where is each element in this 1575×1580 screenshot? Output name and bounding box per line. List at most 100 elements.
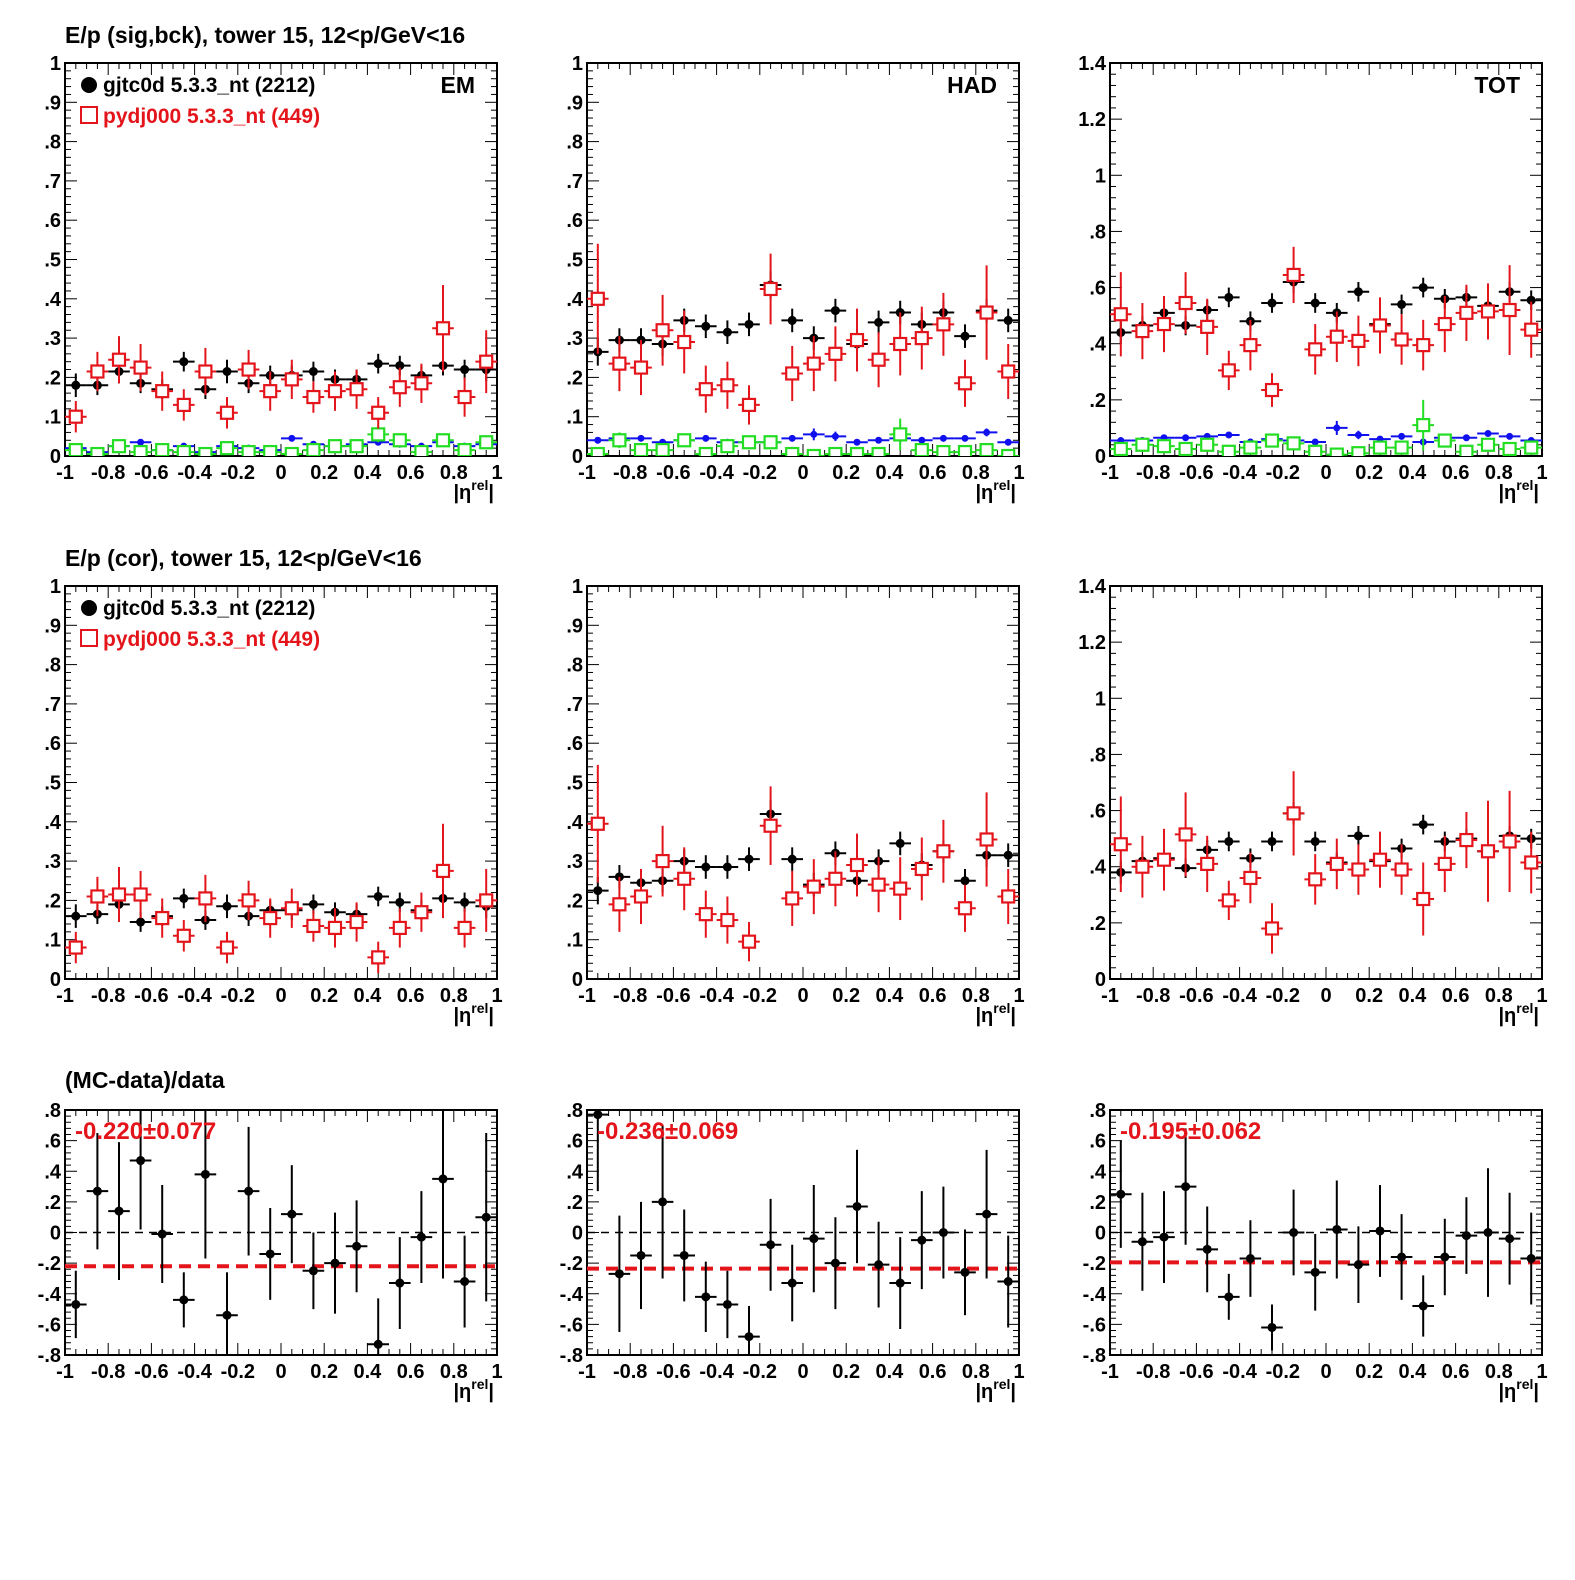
- data-point: [1116, 1189, 1126, 1199]
- x-tick-label: -0.6: [1179, 462, 1213, 484]
- data-point: [1418, 820, 1428, 830]
- data-point: [830, 306, 840, 316]
- data-point: [741, 435, 757, 450]
- x-tick-label: 0: [275, 1361, 286, 1383]
- data-point: [701, 321, 711, 331]
- y-tick-label: .1: [44, 407, 61, 429]
- data-point: [979, 443, 994, 456]
- data-point: [222, 367, 232, 377]
- panel-tot-ratio: -1 -0.8 -0.6 -0.4 -0.2 0 0.2 0.4 0.6 0.8 1-.8-.6-.…: [1083, 1100, 1548, 1403]
- data-point: [435, 863, 451, 879]
- data-point: [787, 854, 797, 864]
- data-point: [176, 397, 191, 413]
- panel-had-cor: -1 -0.8 -0.6 -0.4 -0.2 0 0.2 0.4 0.6 0.8 1 0 .1 .2 .3.…: [566, 576, 1024, 1027]
- x-tick-label: -0.6: [1179, 985, 1213, 1007]
- data-point: [1311, 438, 1319, 446]
- data-point: [1375, 1226, 1385, 1236]
- x-tick-label: 0.6: [1442, 985, 1470, 1007]
- x-tick-label: 0.8: [962, 1361, 990, 1383]
- x-tick-label: -0.2: [221, 985, 255, 1007]
- y-tick-label: .3: [44, 851, 61, 873]
- data-point: [744, 1332, 754, 1342]
- data-point: [68, 940, 83, 955]
- data-point: [392, 380, 407, 395]
- y-tick-label: -.8: [560, 1345, 583, 1367]
- y-tick-label: .5: [44, 773, 61, 795]
- data-point: [590, 291, 605, 306]
- data-point: [179, 1295, 189, 1305]
- data-point: [1001, 448, 1016, 456]
- x-axis-label: |ηrel|: [1498, 1376, 1539, 1403]
- data-point: [1394, 440, 1409, 455]
- data-point: [176, 444, 191, 456]
- series: [587, 271, 1019, 366]
- data-point: [392, 920, 407, 936]
- data-point: [308, 367, 318, 377]
- x-tick-label: 1: [1013, 462, 1024, 484]
- x-tick-label: 0.4: [875, 985, 904, 1007]
- data-point: [806, 356, 821, 371]
- data-point: [349, 382, 364, 397]
- data-point: [1221, 444, 1236, 456]
- data-point: [1351, 333, 1366, 349]
- data-point: [219, 940, 235, 955]
- data-point: [1156, 316, 1172, 332]
- data-point: [612, 356, 627, 371]
- data-point: [373, 359, 383, 369]
- data-point: [1224, 292, 1234, 302]
- data-point: [722, 327, 732, 337]
- data-point: [1200, 437, 1215, 452]
- x-tick-label: -0.6: [656, 1361, 690, 1383]
- x-tick-label: -0.8: [91, 462, 125, 484]
- series: [1110, 246, 1542, 407]
- data-point: [936, 444, 951, 456]
- data-point: [766, 1240, 776, 1250]
- data-point: [435, 433, 451, 448]
- y-tick-label: .6: [566, 210, 583, 232]
- data-point: [1113, 307, 1128, 322]
- data-point: [327, 384, 343, 399]
- data-point: [593, 1110, 603, 1120]
- series-group: [1110, 246, 1542, 456]
- data-point: [1003, 850, 1013, 860]
- x-tick-label: -0.6: [1179, 1361, 1213, 1383]
- x-axis-label-main: |η: [453, 1005, 471, 1027]
- data-point: [936, 844, 951, 859]
- data-point: [349, 439, 364, 454]
- x-axis-label-sup: rel: [471, 1376, 488, 1392]
- data-point: [222, 1310, 232, 1320]
- data-point: [457, 920, 472, 936]
- x-axis-label-tail: |: [1010, 482, 1016, 504]
- x-tick-label: 0.2: [1355, 462, 1383, 484]
- data-point: [957, 901, 973, 916]
- series: [1110, 420, 1542, 446]
- data-point: [1224, 836, 1234, 846]
- data-point: [395, 1278, 405, 1288]
- y-tick-label: .4: [1089, 857, 1107, 879]
- data-point: [1502, 441, 1517, 456]
- data-point: [830, 1258, 840, 1268]
- data-point: [479, 893, 494, 908]
- y-tick-label: .4: [566, 812, 584, 834]
- data-point: [1437, 856, 1452, 872]
- data-point: [308, 899, 318, 909]
- data-point: [938, 1228, 948, 1237]
- y-tick-label: .9: [566, 92, 583, 114]
- data-point: [284, 372, 299, 387]
- series-group: [1110, 771, 1542, 954]
- y-tick-label: -.2: [560, 1253, 583, 1275]
- data-point: [1372, 440, 1388, 455]
- data-point: [763, 435, 778, 450]
- data-point: [1459, 305, 1474, 320]
- data-point: [352, 1241, 362, 1251]
- data-point: [284, 901, 299, 916]
- x-axis-label-tail: |: [1533, 1381, 1539, 1403]
- y-tick-label: 0: [572, 446, 583, 468]
- y-tick-label: 1: [572, 53, 583, 75]
- data-point: [831, 432, 839, 440]
- x-axis-label-main: |η: [975, 482, 993, 504]
- data-point: [1267, 298, 1277, 308]
- x-axis-label: |ηrel|: [1498, 477, 1539, 504]
- series-group: [65, 1110, 497, 1355]
